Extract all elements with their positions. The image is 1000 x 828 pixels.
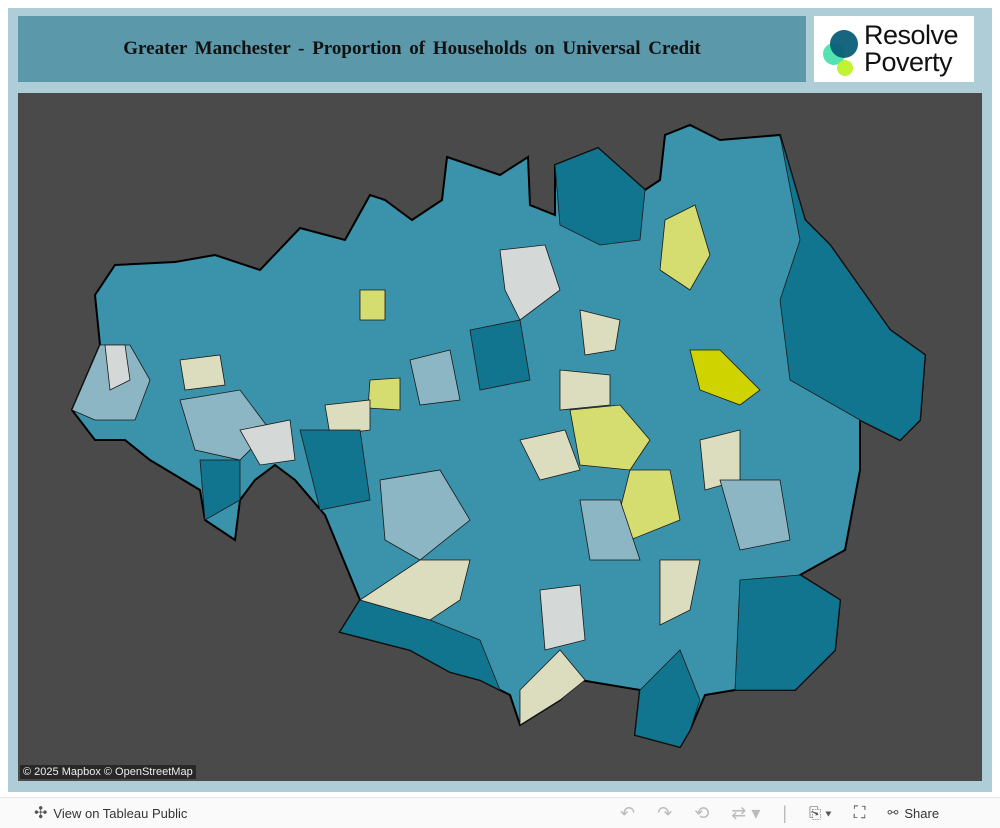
map-area-18[interactable] [519, 429, 581, 481]
dashboard-frame: Greater Manchester - Proportion of House… [8, 8, 992, 792]
divider: | [782, 802, 788, 823]
map-area-22[interactable] [579, 309, 621, 356]
map-area-12[interactable] [367, 377, 401, 411]
map-area-14[interactable] [659, 204, 711, 291]
map-area-4[interactable] [634, 649, 701, 748]
map-area-23[interactable] [104, 344, 131, 391]
page-title: Greater Manchester - Proportion of House… [123, 38, 701, 59]
refresh-icon[interactable]: ⇄ ▾ [731, 802, 761, 823]
view-on-tableau-button[interactable]: ✣ View on Tableau Public [34, 805, 188, 822]
map-area-16[interactable] [569, 404, 651, 471]
map-area-17[interactable] [619, 469, 681, 541]
title-bar: Greater Manchester - Proportion of House… [18, 16, 806, 82]
resolve-poverty-logo: Resolve Poverty [814, 16, 974, 82]
map-region-outline[interactable] [70, 123, 927, 749]
fullscreen-icon[interactable]: ⛶ [853, 803, 866, 822]
map-area-27[interactable] [179, 354, 226, 391]
map-area-2[interactable] [779, 134, 926, 441]
map-area-29[interactable] [469, 319, 531, 391]
map-area-11[interactable] [359, 289, 386, 321]
download-icon[interactable]: ⎘ ▾ [809, 804, 832, 822]
map-area-33[interactable] [199, 459, 241, 521]
map-area-28[interactable] [409, 349, 461, 406]
tableau-icon: ✣ [34, 805, 48, 822]
choropleth-map[interactable] [18, 93, 982, 781]
map-area-24[interactable] [239, 419, 296, 466]
map-area-26[interactable] [539, 584, 586, 651]
map-area-13[interactable] [324, 399, 371, 436]
map-area-9[interactable] [359, 559, 471, 621]
share-icon: ⚯ [887, 805, 899, 820]
undo-icon[interactable]: ↶ [620, 802, 636, 823]
map-area-30[interactable] [299, 429, 371, 511]
map-area-1[interactable] [554, 147, 646, 246]
share-button[interactable]: ⚯ Share [887, 805, 940, 821]
map-area-8[interactable] [379, 469, 471, 561]
map-view[interactable]: © 2025 Mapbox © OpenStreetMap [18, 93, 982, 781]
logo-circles-icon [823, 30, 858, 76]
map-area-31[interactable] [579, 499, 641, 561]
map-area-21[interactable] [659, 559, 701, 626]
redo-icon[interactable]: ↷ [657, 802, 673, 823]
map-area-25[interactable] [499, 244, 561, 321]
revert-icon[interactable]: ⟲ [694, 802, 710, 823]
tableau-toolbar: ✣ View on Tableau Public ↶ ↷ ⟲ ⇄ ▾ | ⎘ ▾… [0, 797, 1000, 828]
logo-text: Resolve Poverty [864, 20, 959, 77]
map-area-32[interactable] [719, 479, 791, 551]
map-area-15[interactable] [689, 349, 761, 406]
map-area-19[interactable] [559, 369, 611, 411]
map-area-5[interactable] [734, 574, 841, 691]
map-area-10[interactable] [519, 649, 586, 726]
map-attribution[interactable]: © 2025 Mapbox © OpenStreetMap [20, 765, 196, 779]
